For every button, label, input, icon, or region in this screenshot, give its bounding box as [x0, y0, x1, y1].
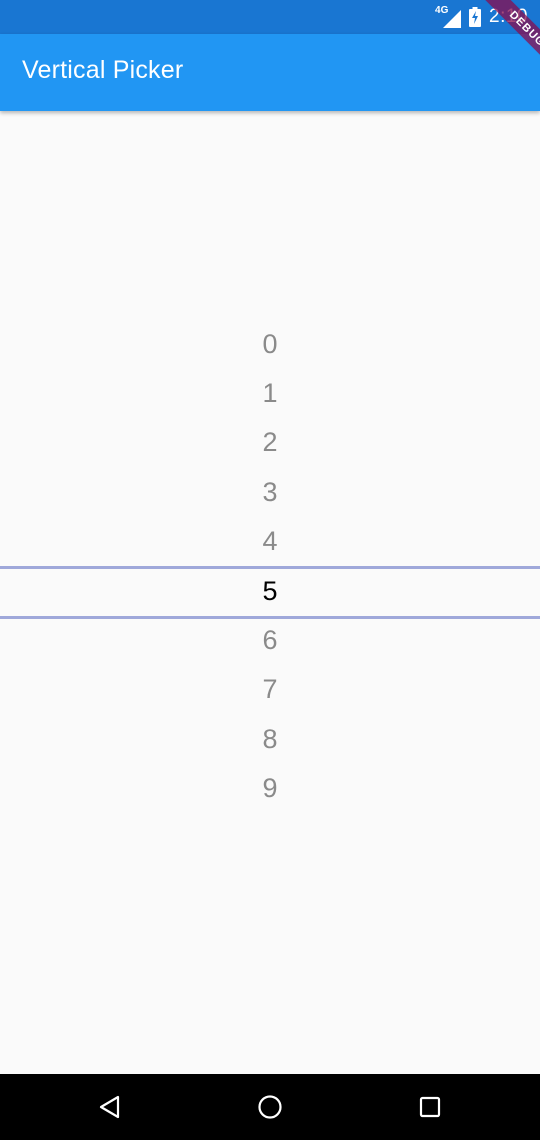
picker-item-0[interactable]: 0	[262, 329, 278, 359]
navigation-bar	[0, 1074, 540, 1140]
status-bar: 4G 2:10	[0, 0, 540, 34]
vertical-picker[interactable]: 0 1 2 3 4 5 6 7 8 9	[0, 320, 540, 814]
back-icon	[99, 1095, 120, 1119]
app-bar: Vertical Picker	[0, 34, 540, 111]
signal-indicator: 4G	[435, 5, 462, 28]
picker-item-1[interactable]: 1	[262, 378, 278, 408]
status-time: 2:10	[489, 6, 528, 27]
home-button[interactable]	[250, 1087, 290, 1127]
picker-item-4[interactable]: 4	[262, 526, 278, 556]
picker-item-8[interactable]: 8	[262, 724, 278, 754]
picker-item-9[interactable]: 9	[262, 773, 278, 803]
recents-icon	[419, 1096, 441, 1118]
picker-item-7[interactable]: 7	[262, 674, 278, 704]
picker-item-selected[interactable]: 5	[262, 576, 278, 606]
picker-item-3[interactable]: 3	[262, 477, 278, 507]
home-icon	[258, 1095, 282, 1119]
battery-charging-icon	[469, 7, 482, 27]
app-title: Vertical Picker	[22, 56, 184, 84]
network-type-label: 4G	[435, 5, 449, 16]
signal-icon	[443, 10, 462, 28]
picker-item-6[interactable]: 6	[262, 625, 278, 655]
status-icons: 4G 2:10	[435, 5, 528, 28]
picker-item-2[interactable]: 2	[262, 427, 278, 457]
selection-top-line	[0, 566, 540, 569]
selection-bottom-line	[0, 616, 540, 619]
recents-button[interactable]	[410, 1087, 450, 1127]
back-button[interactable]	[90, 1087, 130, 1127]
